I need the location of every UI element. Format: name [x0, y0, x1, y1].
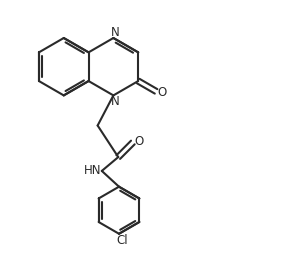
Text: O: O — [134, 135, 143, 147]
Text: Cl: Cl — [116, 235, 128, 247]
Text: O: O — [157, 85, 166, 99]
Text: N: N — [111, 26, 119, 39]
Text: N: N — [111, 95, 119, 108]
Text: HN: HN — [84, 164, 101, 178]
